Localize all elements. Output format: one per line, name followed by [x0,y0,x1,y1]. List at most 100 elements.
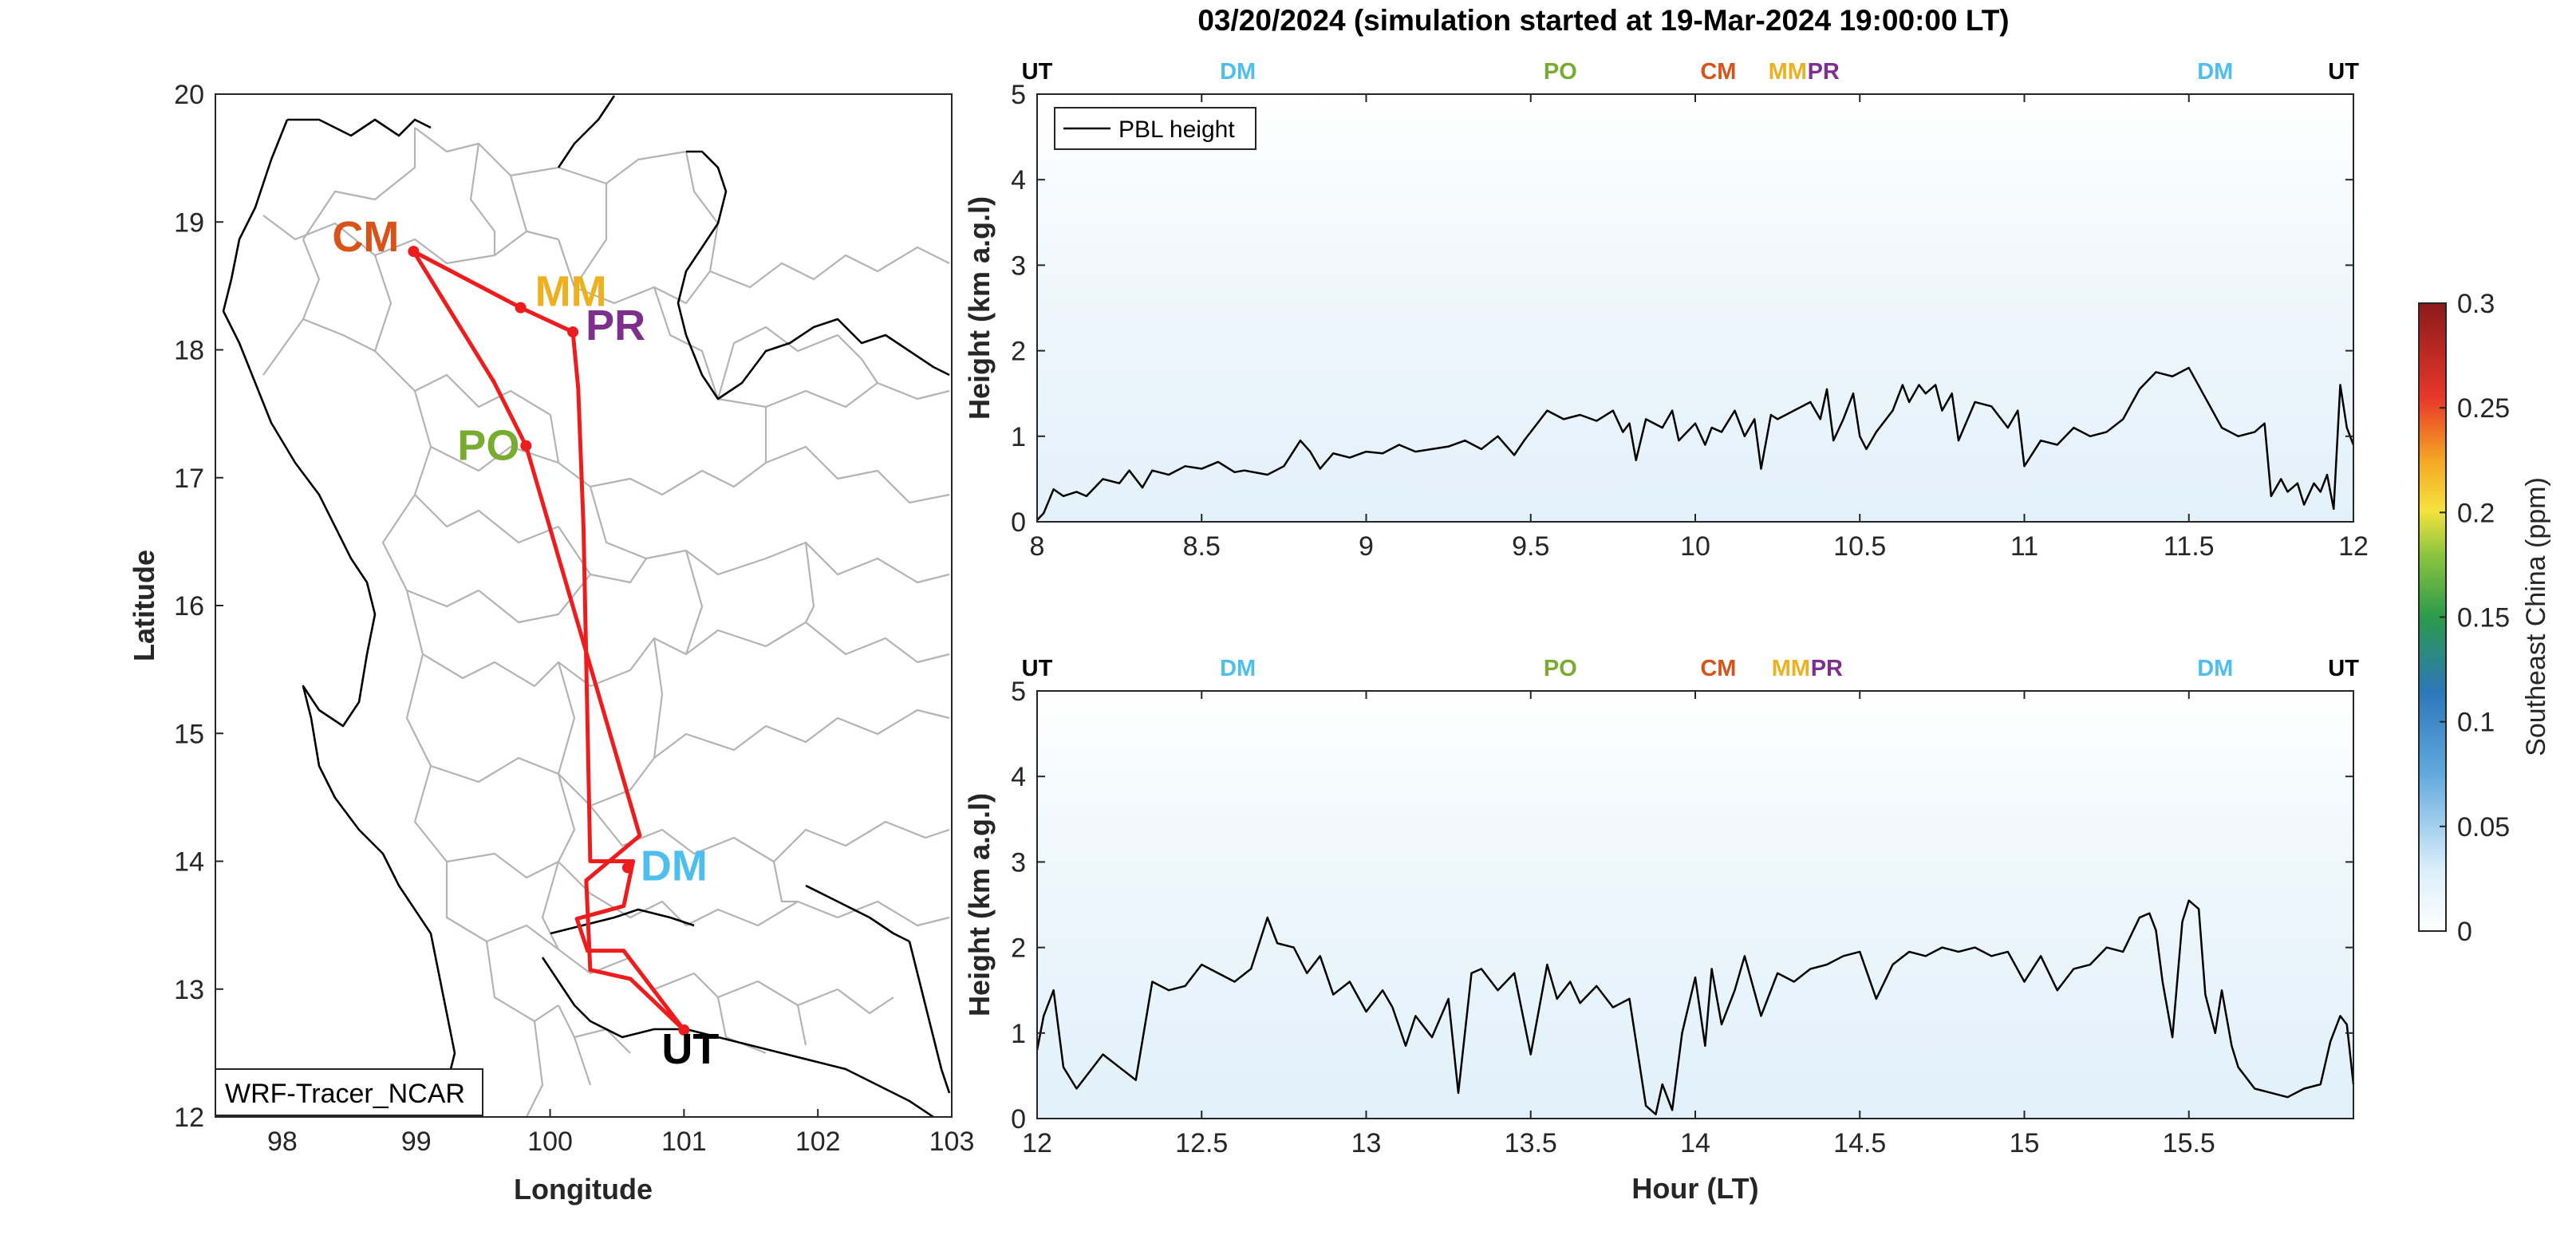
top-y-label: Height (km a.g.l) [963,196,996,420]
station-point-pr [567,326,579,338]
colorbar-tick-label: 0.3 [2457,289,2495,319]
top-marker-cm: CM [1700,59,1736,85]
top-y-ticks: 0 1 2 3 4 5 [1011,80,2353,538]
top-y-tick-label: 3 [1011,251,1026,281]
bottom-x-tick-label: 15 [2010,1128,2040,1158]
bottom-x-tick-label: 13.5 [1505,1128,1557,1158]
model-label-box [215,1068,483,1116]
map-x-tick-label: 103 [929,1127,975,1157]
top-y-tick-label: 0 [1011,507,1026,538]
bottom-marker-mm: MM [1772,656,1810,681]
colorbar-tick-label: 0.1 [2457,708,2495,738]
map-x-label: Longitude [514,1173,653,1206]
bottom-x-tick-label: 13 [1351,1128,1382,1158]
top-x-tick-label: 11.5 [2164,531,2215,562]
top-x-tick-label: 10.5 [1833,531,1886,562]
bottom-y-tick-label: 2 [1011,933,1026,964]
colorbar: 0 0.05 0.1 0.15 0.2 0.25 0.3 Southeast China (… [2418,289,2551,947]
colorbar-tick-label: 0 [2457,917,2472,947]
station-label-cm: CM [332,213,399,261]
bottom-y-label: Height (km a.g.l) [963,793,996,1016]
legend-label: PBL height [1118,116,1235,143]
station-point-mm [515,302,527,314]
bottom-marker-cm: CM [1700,656,1736,681]
top-y-tick-label: 5 [1011,80,1026,110]
top-x-tick-label: 10 [1680,531,1710,562]
station-label-dm: DM [641,843,708,890]
top-marker-ut: UT [2328,59,2359,85]
map-y-tick-label: 14 [174,847,204,878]
bottom-pbl-line [1036,899,2355,1115]
map-x-tick-label: 98 [267,1127,298,1157]
map-x-tick-label: 102 [795,1127,841,1157]
station-label-pr: PR [586,302,645,349]
bottom-marker-dm: DM [1220,656,1256,681]
map-x-tick-label: 100 [527,1127,573,1157]
bottom-station-markers: UT DM PO CM MM PR DM UT [1022,656,2360,681]
map-y-ticks: 12 13 14 15 16 17 18 19 20 [174,80,223,1133]
bottom-marker-po: PO [1544,656,1577,681]
map-y-tick-label: 16 [174,591,204,622]
map-x-tick-label: 99 [401,1127,432,1157]
bottom-y-tick-label: 4 [1011,762,1026,792]
top-marker-pr: PR [1808,59,1840,85]
bottom-y-ticks: 0 1 2 3 4 5 [1011,677,2353,1135]
station-label-ut: UT [661,1025,719,1073]
bottom-x-label: Hour (LT) [1631,1172,1758,1205]
map-y-tick-label: 18 [174,336,204,366]
top-y-tick-label: 1 [1011,422,1026,452]
top-x-tick-label: 8.5 [1183,531,1221,562]
map-y-tick-label: 13 [174,975,204,1005]
colorbar-tick-label: 0.25 [2457,393,2510,424]
top-station-markers: UT DM PO CM MM PR DM UT [1022,59,2360,85]
top-marker-po: PO [1544,59,1577,85]
top-x-tick-label: 9 [1359,531,1374,562]
map-boundaries [222,95,951,1117]
top-x-ticks: 8 8.5 9 9.5 10 10.5 11 11.5 12 [1030,94,2369,562]
top-x-tick-label: 11 [2010,531,2038,562]
map-y-tick-label: 15 [174,719,204,749]
bottom-y-tick-label: 0 [1011,1104,1026,1135]
bottom-y-tick-label: 5 [1011,677,1026,707]
bottom-x-tick-label: 12.5 [1175,1128,1228,1158]
top-x-tick-label: 9.5 [1512,531,1549,562]
bottom-x-tick-label: 14.5 [1833,1128,1886,1158]
map-panel: 98 99 100 101 102 103 12 13 14 15 16 17 18 19 20 CM MM… [128,80,974,1206]
figure-title: 03/20/2024 (simulation started at 19-Mar… [1197,4,2009,37]
map-y-tick-label: 12 [174,1103,204,1133]
top-y-tick-label: 2 [1011,337,1026,367]
colorbar-tick-label: 0.2 [2457,498,2495,528]
bottom-concentration-field [1037,691,2353,1119]
top-x-tick-label: 8 [1030,531,1045,562]
route-line [411,249,686,1032]
top-concentration-field [1037,94,2353,522]
bottom-y-tick-label: 3 [1011,847,1026,878]
top-legend: PBL height [1054,107,1256,150]
top-marker-ut: UT [1022,59,1053,85]
colorbar-label: Southeast China (ppm) [2521,477,2551,756]
colorbar-tick-label: 0.05 [2457,812,2510,843]
top-marker-mm: MM [1769,59,1807,85]
bottom-y-tick-label: 1 [1011,1019,1026,1049]
top-marker-dm: DM [2197,59,2233,85]
top-pbl-panel: 8 8.5 9 9.5 10 10.5 11 11.5 1 2 0 1 2 3 4 5 UT DM PO CM MM… [963,59,2369,562]
bottom-marker-pr: PR [1811,656,1843,681]
station-point-cm [408,246,420,258]
station-label-po: PO [457,422,519,470]
bottom-x-ticks: 12 12.5 13 13.5 14 14.5 15 15.5 [1022,691,2215,1158]
map-y-label: Latitude [128,550,160,661]
colorbar-tick-label: 0.15 [2457,603,2510,633]
station-point-ut [678,1024,690,1036]
map-y-tick-label: 20 [174,80,204,110]
station-point-po [520,440,532,452]
top-y-tick-label: 4 [1011,165,1026,195]
map-x-tick-label: 101 [661,1127,707,1157]
top-marker-dm: DM [1220,59,1256,85]
bottom-marker-dm: DM [2197,656,2233,681]
bottom-marker-ut: UT [1022,656,1053,681]
bottom-x-tick-label: 12 [1022,1128,1052,1158]
bottom-x-tick-label: 15.5 [2163,1128,2215,1158]
station-point-dm [621,862,633,874]
